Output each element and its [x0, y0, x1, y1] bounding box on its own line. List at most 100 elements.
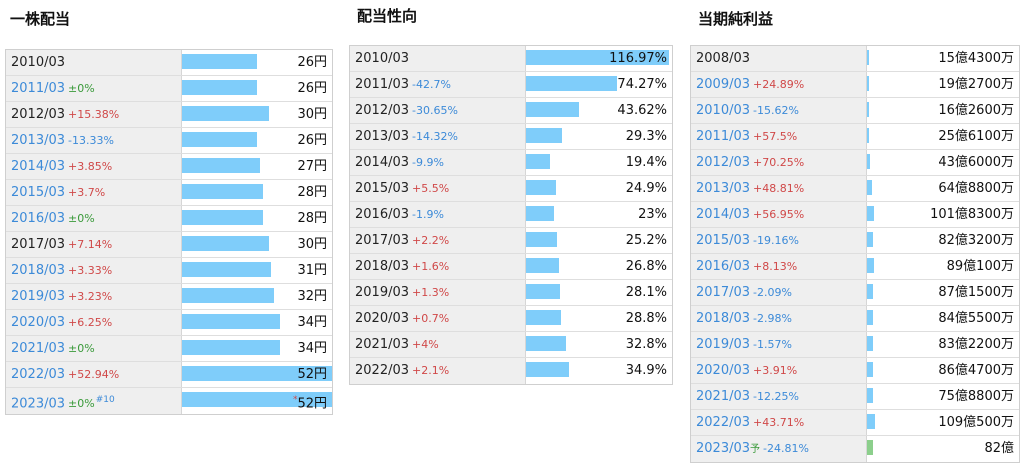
row-value: 52円 [297, 362, 327, 387]
row-value-text: 24.9% [625, 181, 667, 196]
row-value-text: 16億2600万 [938, 103, 1014, 118]
row-year: 2010/03 [11, 55, 66, 70]
table-row: 2019/03 +3.23% 32円 [6, 284, 332, 310]
bar [526, 310, 561, 325]
row-value-text: 25.2% [625, 233, 667, 248]
table-row: 2023/03予 -24.81% 82億 [691, 436, 1019, 462]
row-year: 2014/03 [11, 159, 66, 174]
row-value-text: 26円 [297, 133, 327, 148]
row-year: 2010/03 [355, 51, 410, 66]
row-value: 87億1500万 [938, 280, 1014, 305]
row-year-cell: 2018/03 -2.98% [691, 306, 867, 331]
row-year: 2021/03 [355, 337, 410, 352]
row-value-text: 30円 [297, 107, 327, 122]
table-row: 2012/03 +15.38% 30円 [6, 102, 332, 128]
row-year: 2012/03 [11, 107, 66, 122]
row-year-cell: 2020/03 +6.25% [6, 310, 182, 335]
row-value-text: 28.8% [625, 311, 667, 326]
row-value: 31円 [297, 258, 327, 283]
row-year-cell: 2015/03 -19.16% [691, 228, 867, 253]
row-change: +3.33% [68, 264, 113, 277]
row-year: 2013/03 [11, 133, 66, 148]
row-year-cell: 2022/03 +43.71% [691, 410, 867, 435]
bar [182, 132, 257, 147]
row-value-text: 43.62% [617, 103, 667, 118]
table-row: 2022/03 +2.1% 34.9% [350, 358, 672, 384]
row-year: 2019/03 [11, 289, 66, 304]
row-year-cell: 2015/03 +5.5% [350, 176, 526, 201]
row-year: 2012/03 [355, 103, 410, 118]
row-year: 2014/03 [355, 155, 410, 170]
row-value: 30円 [297, 232, 327, 257]
row-value-text: 83億2200万 [938, 337, 1014, 352]
row-value: 25.2% [626, 228, 667, 253]
row-year: 2020/03 [11, 315, 66, 330]
asterisk-mark: * [292, 395, 298, 405]
table-row: 2011/03 ±0% 26円 [6, 76, 332, 102]
row-value: 86億4700万 [938, 358, 1014, 383]
bar [867, 102, 869, 117]
row-value: 28円 [297, 206, 327, 231]
bar [867, 336, 873, 351]
table-row: 2010/03 116.97% [350, 46, 672, 72]
row-year-cell: 2016/03 ±0% [6, 206, 182, 231]
row-value: 64億8800万 [938, 176, 1014, 201]
row-year-cell: 2017/03 +7.14% [6, 232, 182, 257]
row-value: 19億2700万 [938, 72, 1014, 97]
row-value-text: 34円 [297, 315, 327, 330]
table-row: 2012/03 -30.65% 43.62% [350, 98, 672, 124]
row-value: 101億8300万 [930, 202, 1014, 227]
row-year-cell: 2018/03 +3.33% [6, 258, 182, 283]
bar [526, 50, 669, 65]
row-year-cell: 2010/03 [350, 46, 526, 71]
row-value-text: 32.8% [625, 337, 667, 352]
row-year-cell: 2014/03 +56.95% [691, 202, 867, 227]
row-year-cell: 2019/03 +1.3% [350, 280, 526, 305]
bar [867, 206, 874, 221]
row-change: +57.5% [753, 130, 798, 143]
row-year-cell: 2022/03 +2.1% [350, 358, 526, 384]
row-change: +70.25% [753, 156, 805, 169]
bar [182, 366, 332, 381]
row-value-text: 28円 [297, 185, 327, 200]
payout-chart-table: 2010/03 116.97% 2011/03 -42.7% 74.27% 2012/03… [349, 45, 673, 385]
row-value: 28.1% [626, 280, 667, 305]
row-value-text: 19.4% [625, 155, 667, 170]
row-year: 2015/03 [696, 233, 751, 248]
row-change: +5.5% [412, 182, 450, 195]
row-year: 2023/03 [696, 441, 751, 456]
row-year-cell: 2008/03 [691, 46, 867, 71]
row-value-text: 23% [638, 207, 667, 222]
row-value: 15億4300万 [938, 46, 1014, 71]
bar [526, 284, 560, 299]
bar [867, 258, 874, 273]
bar [526, 336, 566, 351]
row-value-text: 82億3200万 [938, 233, 1014, 248]
row-year: 2012/03 [696, 155, 751, 170]
row-change: ±0% [68, 397, 95, 411]
bar [867, 388, 873, 403]
row-year: 2022/03 [355, 363, 410, 378]
row-value-text: 82億 [984, 441, 1014, 456]
row-change: -19.16% [753, 234, 799, 247]
row-value: 109億500万 [938, 410, 1014, 435]
table-row: 2017/03 -2.09% 87億1500万 [691, 280, 1019, 306]
bar [182, 158, 260, 173]
row-value-text: 19億2700万 [938, 77, 1014, 92]
row-change: +2.1% [412, 364, 450, 377]
row-year-cell: 2020/03 +3.91% [691, 358, 867, 383]
bar [867, 76, 869, 91]
row-change: +3.7% [68, 186, 106, 199]
row-year-cell: 2014/03 +3.85% [6, 154, 182, 179]
row-change: +43.71% [753, 416, 805, 429]
row-value: 43.62% [617, 98, 667, 123]
row-value-text: 29.3% [625, 129, 667, 144]
row-year: 2022/03 [696, 415, 751, 430]
bar [526, 76, 617, 91]
row-change: +1.3% [412, 286, 450, 299]
row-year-cell: 2023/03予 -24.81% [691, 436, 867, 462]
table-row: 2014/03 -9.9% 19.4% [350, 150, 672, 176]
bar [182, 314, 280, 329]
row-value: 89億100万 [947, 254, 1014, 279]
table-row: 2020/03 +0.7% 28.8% [350, 306, 672, 332]
